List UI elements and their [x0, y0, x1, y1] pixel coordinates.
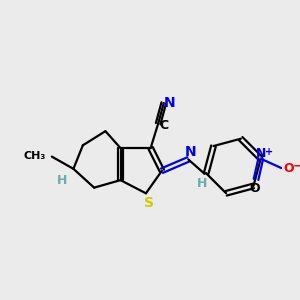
- Text: O: O: [250, 182, 260, 195]
- Text: +: +: [265, 147, 273, 157]
- Text: H: H: [57, 174, 67, 187]
- Text: N: N: [164, 96, 175, 110]
- Text: C: C: [159, 119, 168, 132]
- Text: O: O: [284, 162, 294, 175]
- Text: CH₃: CH₃: [24, 151, 46, 160]
- Text: H: H: [197, 177, 208, 190]
- Text: −: −: [293, 160, 300, 173]
- Text: N: N: [184, 145, 196, 159]
- Text: S: S: [144, 196, 154, 210]
- Text: N: N: [256, 148, 266, 160]
